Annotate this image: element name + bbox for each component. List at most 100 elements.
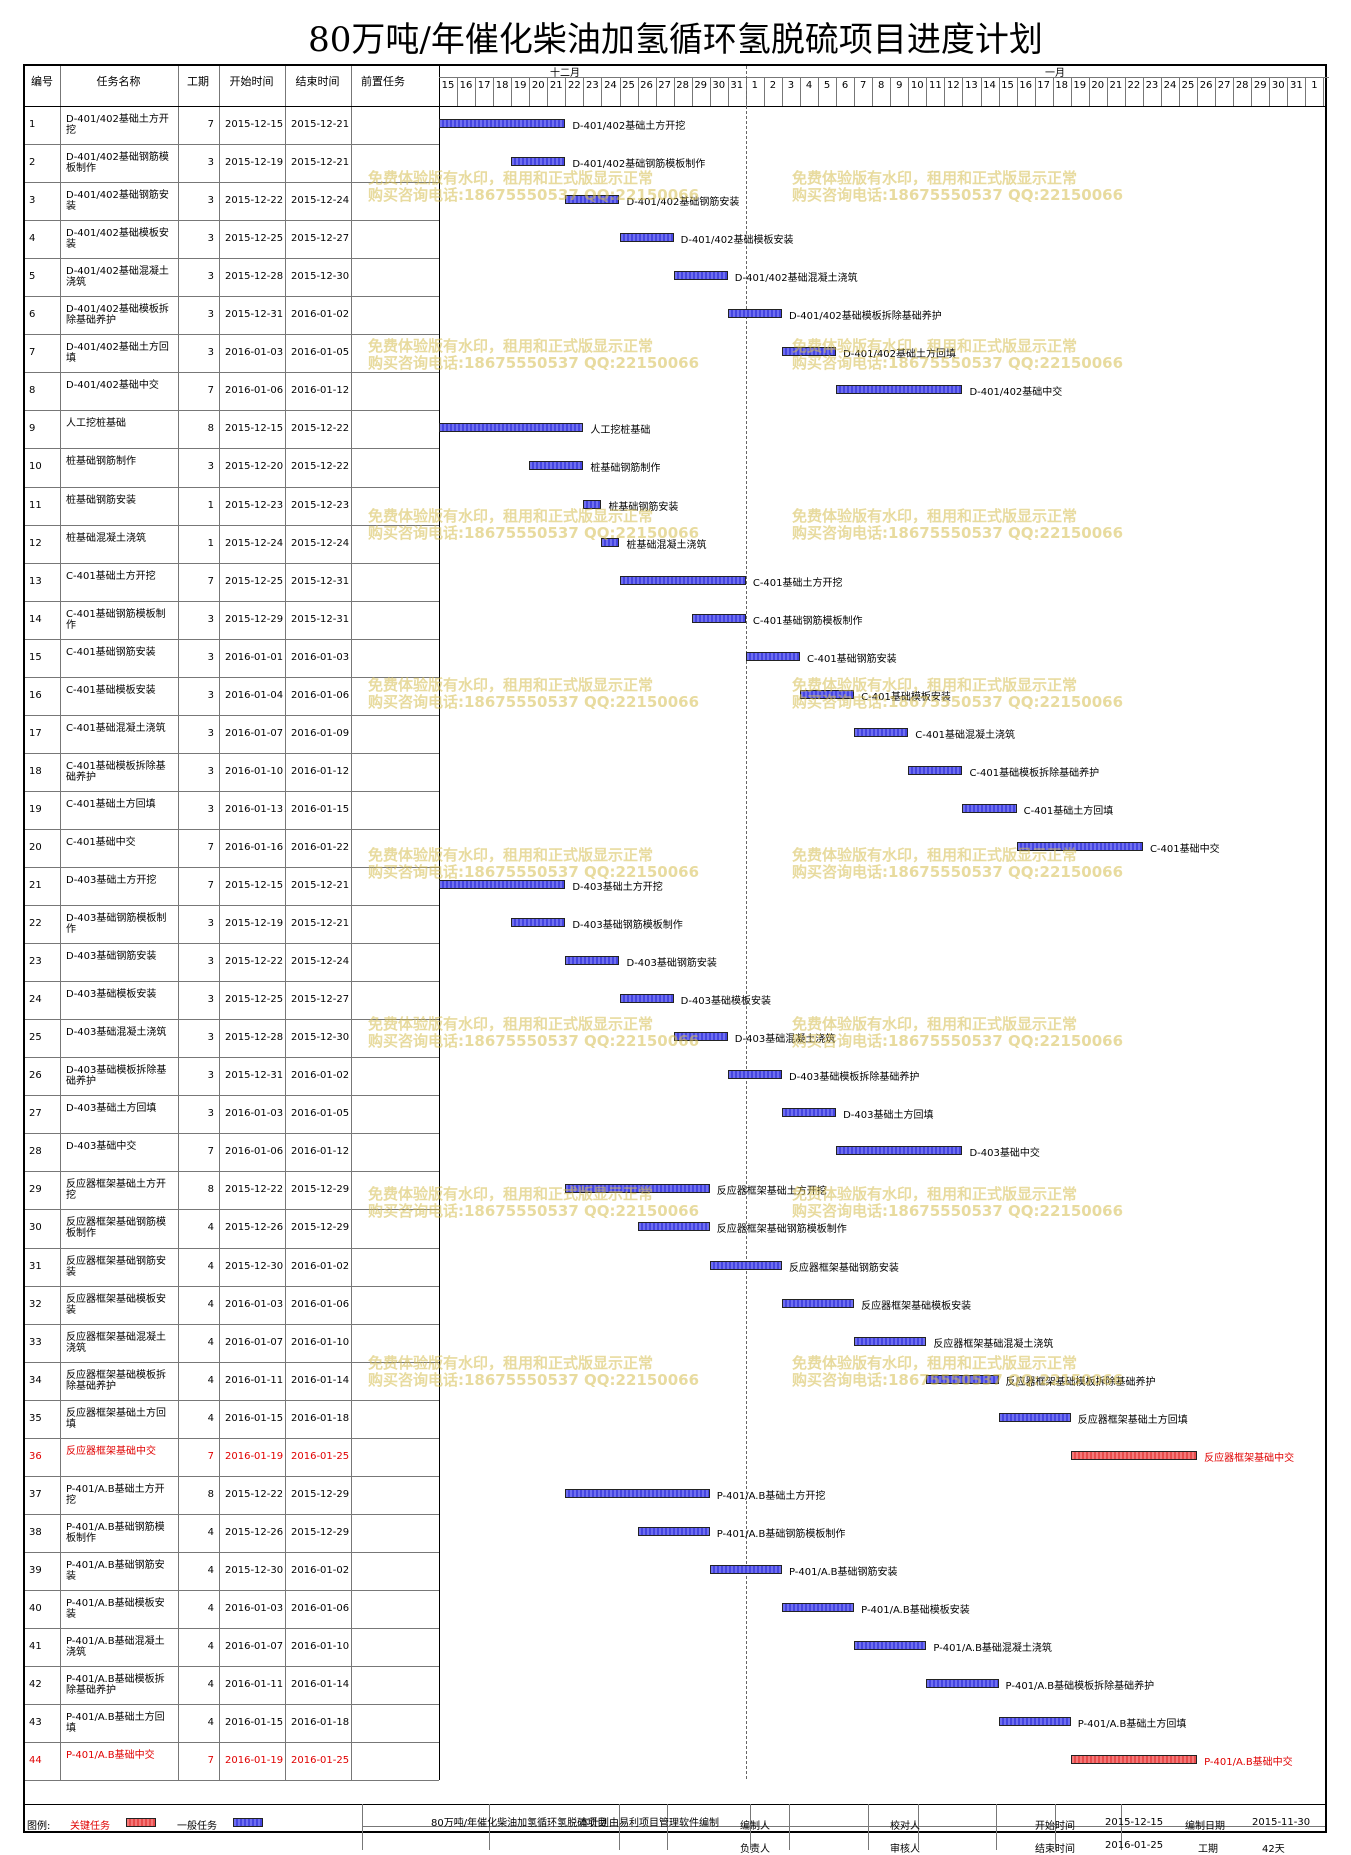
task-name: 桩基础混凝土浇筑 — [66, 532, 146, 544]
task-id: 20 — [29, 841, 42, 853]
task-start-date: 2016-01-03 — [225, 1298, 284, 1310]
row-divider — [25, 448, 439, 450]
row-divider — [25, 1247, 439, 1249]
footer-divider — [667, 1804, 668, 1850]
task-end-date: 2015-12-21 — [291, 918, 350, 930]
task-start-date: 2016-01-11 — [225, 1374, 284, 1386]
task-id: 5 — [29, 271, 36, 283]
task-name: C-401基础钢筋安装 — [66, 646, 156, 658]
task-end-date: 2015-12-30 — [291, 1032, 350, 1044]
day-divider — [1269, 77, 1271, 106]
task-end-date: 2015-12-22 — [291, 423, 350, 435]
task-end-date: 2016-01-03 — [291, 651, 350, 663]
day-label: 1 — [1311, 80, 1318, 91]
task-name: 反应器框架基础土方开挖 — [66, 1179, 166, 1202]
task-id: 10 — [29, 461, 42, 473]
day-divider — [1251, 77, 1253, 106]
task-id: 8 — [29, 385, 36, 397]
page-title: 80万吨/年催化柴油加氢循环氢脱硫项目进度计划 — [308, 20, 1043, 60]
task-duration: 4 — [207, 1526, 214, 1538]
task-end-date: 2016-01-06 — [291, 1602, 350, 1614]
day-divider — [926, 77, 928, 106]
task-duration: 3 — [207, 613, 214, 625]
day-divider — [1161, 77, 1162, 106]
gantt-bar-label: 反应器框架基础混凝土浇筑 — [933, 1338, 1054, 1350]
task-start-date: 2015-12-25 — [225, 233, 284, 245]
task-duration: 7 — [207, 119, 214, 130]
task-id: 7 — [29, 347, 36, 359]
gantt-bar — [854, 1336, 927, 1346]
gantt-bar-label: P-401/A.B基础钢筋模板制作 — [716, 1528, 846, 1540]
column-divider — [60, 66, 61, 1781]
task-start-date: 2015-12-28 — [225, 271, 284, 283]
day-divider — [673, 77, 675, 106]
day-label: 28 — [1235, 80, 1249, 91]
task-id: 13 — [29, 575, 42, 587]
task-end-date: 2016-01-12 — [291, 1146, 350, 1158]
day-label: 7 — [859, 80, 867, 91]
task-id: 1 — [29, 119, 36, 130]
task-id: 15 — [29, 651, 42, 663]
task-id: 41 — [29, 1641, 42, 1652]
col-header-end: 结束时间 — [295, 75, 340, 88]
task-duration: 1 — [207, 499, 214, 511]
row-divider — [25, 144, 439, 146]
day-label: 6 — [841, 80, 849, 91]
gantt-bar — [781, 1602, 855, 1612]
row-divider — [25, 1171, 439, 1173]
footer-date-label: 编制日期 — [1185, 1821, 1225, 1832]
day-label: 20 — [1091, 80, 1105, 91]
task-duration: 4 — [207, 1298, 214, 1310]
row-divider — [25, 296, 439, 298]
task-id: 17 — [29, 727, 42, 739]
day-divider — [1233, 77, 1235, 106]
task-name: D-403基础混凝土浇筑 — [66, 1027, 167, 1039]
day-label: 14 — [983, 80, 996, 91]
col-header-start: 开始时间 — [229, 75, 274, 88]
gantt-bar — [836, 1146, 963, 1156]
row-divider — [25, 1057, 439, 1059]
task-id: 14 — [29, 613, 42, 625]
row-divider — [25, 1399, 439, 1401]
row-divider — [25, 1513, 439, 1515]
task-duration: 4 — [207, 1717, 214, 1729]
gantt-bar — [637, 1222, 710, 1232]
row-divider — [25, 752, 439, 754]
task-id: 9 — [29, 423, 36, 435]
day-divider — [655, 77, 657, 106]
task-start-date: 2015-12-24 — [225, 537, 284, 549]
task-id: 11 — [29, 499, 42, 511]
day-divider — [962, 77, 964, 106]
month-jan: 一月 — [1045, 68, 1065, 79]
task-name: P-401/A.B基础模板拆除基础养护 — [66, 1674, 165, 1697]
day-label: 3 — [787, 80, 795, 91]
row-divider — [25, 943, 439, 945]
day-divider — [1142, 77, 1144, 106]
gantt-bar-label: P-401/A.B基础土方回填 — [1077, 1719, 1187, 1731]
task-duration: 4 — [207, 1602, 214, 1614]
task-id: 43 — [29, 1717, 42, 1729]
row-divider — [25, 1475, 439, 1477]
task-duration: 7 — [207, 880, 214, 891]
task-duration: 3 — [207, 271, 214, 283]
task-duration: 4 — [207, 1679, 214, 1691]
day-divider — [1034, 77, 1036, 106]
column-divider — [285, 66, 286, 1781]
task-name: C-401基础中交 — [66, 836, 136, 848]
task-name: D-401/402基础土方回填 — [66, 342, 169, 365]
footer-project: 80万吨/年催化柴油加氢循环氢脱硫项目 — [431, 1818, 608, 1829]
task-name: D-403基础模板拆除基础养护 — [66, 1065, 167, 1088]
gantt-bar — [439, 119, 566, 128]
task-end-date: 2016-01-05 — [291, 347, 350, 359]
day-divider — [1016, 77, 1018, 106]
task-duration: 3 — [207, 651, 214, 663]
day-label: 29 — [694, 80, 708, 91]
gantt-bar — [565, 1488, 710, 1498]
task-id: 24 — [29, 994, 42, 1006]
day-label: 31 — [1289, 80, 1303, 91]
gantt-bar — [709, 1260, 782, 1270]
gantt-bar-label: P-401/A.B基础中交 — [1204, 1757, 1293, 1769]
gantt-bar — [926, 1679, 999, 1689]
col-header-name: 任务名称 — [96, 75, 141, 88]
footer-divider — [619, 1804, 620, 1850]
